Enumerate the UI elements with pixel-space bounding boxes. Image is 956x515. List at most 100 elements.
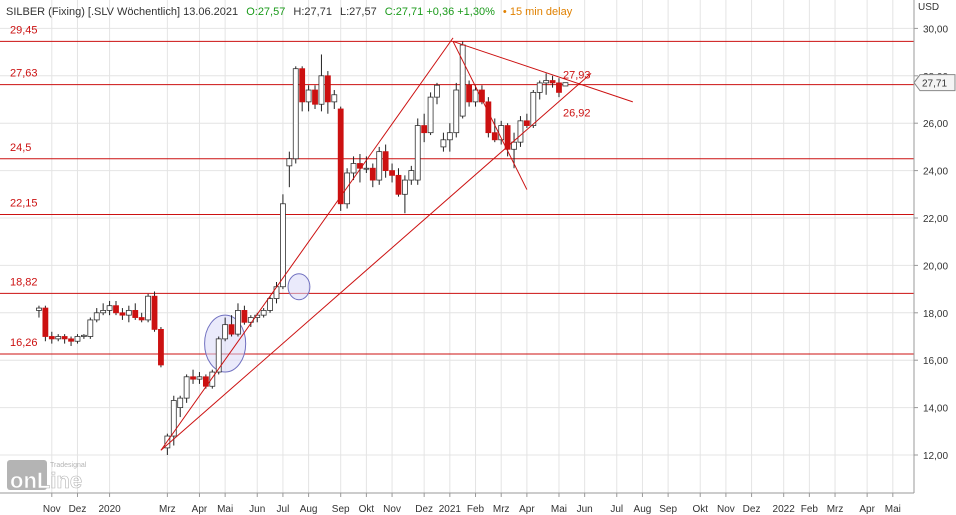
candle-body <box>125 310 132 316</box>
candle-body <box>209 371 216 387</box>
candle-body <box>113 305 119 314</box>
x-axis: Nov Dez 2020 Mrz Apr Mai Jun Jul Aug Sep Okt Nov Dez… <box>0 492 914 515</box>
candle-body <box>421 125 428 134</box>
candle-body <box>145 295 152 321</box>
candle-body <box>81 334 87 337</box>
candle-body <box>222 324 229 340</box>
candle-body <box>382 151 389 171</box>
candle-body <box>395 174 402 195</box>
x-tick-label: Feb <box>467 504 485 515</box>
current-price-label: 27,71 <box>922 79 947 90</box>
y-tick-label: 30,00 <box>923 24 948 35</box>
trendlines <box>160 37 633 451</box>
candle-body <box>48 336 55 340</box>
candle-body <box>196 376 203 380</box>
x-tick-label: Nov <box>717 504 735 515</box>
candles <box>36 41 569 455</box>
x-tick-label: 2020 <box>98 504 121 515</box>
candle-body <box>440 139 447 148</box>
candle-body <box>446 132 453 141</box>
current-price-marker <box>913 74 956 92</box>
candle-body <box>36 307 42 311</box>
candle-body <box>363 167 370 170</box>
candle-body <box>119 312 126 316</box>
x-tick-label: Apr <box>519 504 535 515</box>
x-tick-label: Dez <box>415 504 433 515</box>
candle-body <box>523 120 530 126</box>
candle-body <box>556 82 562 93</box>
candle-body <box>138 317 145 321</box>
candle-body <box>536 82 543 93</box>
candle-body <box>177 397 184 408</box>
candle-body <box>344 172 351 205</box>
candle-body <box>312 89 318 105</box>
x-tick-label: Aug <box>300 504 318 515</box>
y-tick-label: 22,00 <box>923 214 948 225</box>
candle-body <box>158 328 164 366</box>
close-value: C:27,71 +0,36 +1,30% <box>385 6 495 18</box>
x-tick-label: Okt <box>692 504 708 515</box>
candle-body <box>235 310 241 335</box>
candle-body <box>466 84 473 103</box>
x-tick-label: Jul <box>277 504 290 515</box>
x-tick-label: Mrz <box>159 504 176 515</box>
x-tick-label: 2022 <box>773 504 796 515</box>
candle-body <box>132 310 139 318</box>
grid <box>0 0 914 493</box>
level-annotations: 27,93 26,92 <box>563 69 591 119</box>
candle-body <box>504 125 511 150</box>
x-tick-label: Mrz <box>493 504 510 515</box>
open-value: O:27,57 <box>246 6 285 18</box>
level-label: 16,26 <box>10 337 38 349</box>
x-tick-label: Mai <box>217 504 233 515</box>
candle-body <box>292 68 299 160</box>
y-tick-label: 18,00 <box>923 309 948 320</box>
x-tick-label: Nov <box>383 504 401 515</box>
x-tick-label: Sep <box>332 504 350 515</box>
y-tick-label: 20,00 <box>923 261 948 272</box>
x-tick-label: Jul <box>610 504 623 515</box>
candle-body <box>401 179 408 195</box>
candle-body <box>42 307 49 337</box>
trendline <box>160 37 454 451</box>
candle-body <box>331 94 338 103</box>
candle-body <box>369 167 376 181</box>
x-tick-label: Apr <box>859 504 875 515</box>
candle-body <box>453 89 460 134</box>
x-tick-label: 2021 <box>439 504 462 515</box>
candle-body <box>183 376 190 399</box>
horizontal-levels: 29,45 27,63 24,5 22,15 18,82 16,26 <box>0 24 914 355</box>
x-tick-label: Okt <box>359 504 375 515</box>
x-tick-label: Apr <box>192 504 208 515</box>
x-tick-label: Sep <box>659 504 677 515</box>
candle-body <box>241 310 248 323</box>
level-label: 24,5 <box>10 142 31 154</box>
candle-body <box>280 203 286 288</box>
x-tick-label: Nov <box>43 504 61 515</box>
candle-body <box>190 376 196 380</box>
candle-body <box>549 80 556 84</box>
candle-body <box>562 82 569 87</box>
high-value: H:27,71 <box>293 6 332 18</box>
candle-body <box>414 125 421 181</box>
level-label: 29,45 <box>10 24 38 36</box>
x-tick-label: Jun <box>577 504 593 515</box>
candle-body <box>491 132 498 141</box>
y-tick-label: 12,00 <box>923 451 948 462</box>
candle-body <box>427 96 434 134</box>
candle-body <box>87 319 94 337</box>
level-label: 27,63 <box>10 68 38 80</box>
y-tick-label: 16,00 <box>923 356 948 367</box>
candle-body <box>100 310 107 314</box>
candle-body <box>350 163 357 174</box>
x-tick-label: Feb <box>801 504 819 515</box>
low-value: L:27,57 <box>340 6 377 18</box>
y-axis: USD 12,00 14,00 16,00 18,00 20,00 22,00 24,00 26… <box>913 0 956 493</box>
x-tick-label: Jun <box>249 504 265 515</box>
chart-header: SILBER (Fixing) [.SLV Wöchentlich] 13.06… <box>6 6 573 18</box>
candle-body <box>511 141 517 150</box>
candle-body <box>68 338 74 342</box>
trendline <box>452 41 528 190</box>
candle-body <box>472 89 479 103</box>
